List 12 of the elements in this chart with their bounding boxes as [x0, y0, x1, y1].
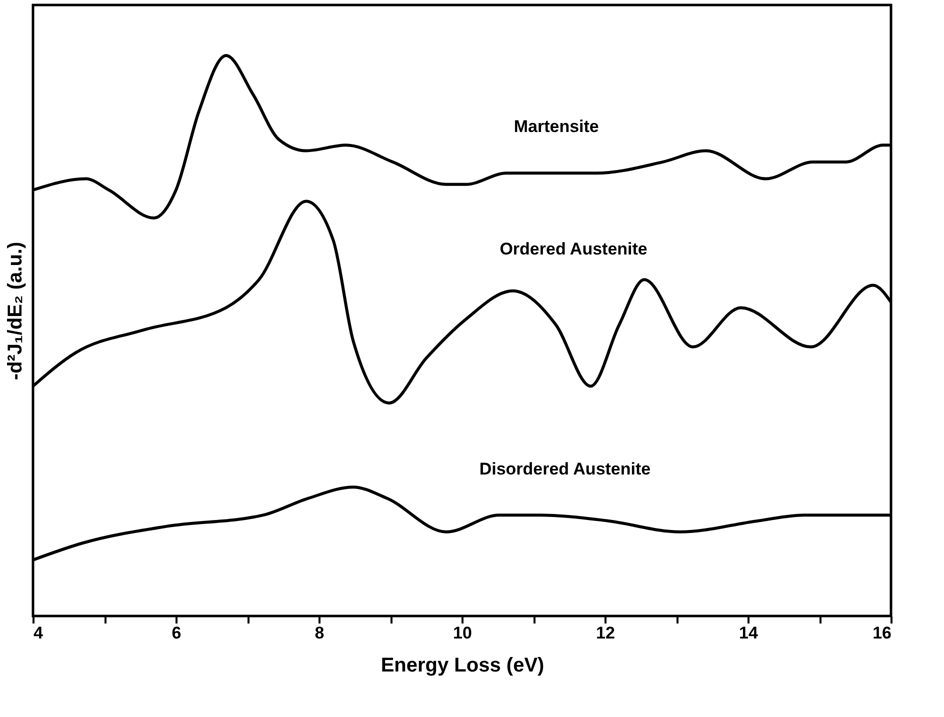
x-tick-label: 4	[34, 624, 44, 642]
series-label: Ordered Austenite	[500, 239, 648, 258]
x-tick-label: 12	[596, 624, 615, 642]
text: Martensite	[514, 117, 599, 136]
x-tick-label: 14	[739, 624, 758, 642]
text: Disordered Austenite	[479, 459, 651, 478]
x-tick-label: 8	[314, 624, 324, 642]
x-tick-label: 10	[453, 624, 472, 642]
x-tick-label: 6	[172, 624, 182, 642]
y-axis-title: -d²J₁/dE₂ (a.u.)	[4, 242, 26, 380]
x-axis-title: Energy Loss (eV)	[380, 654, 544, 676]
x-tick-label: 16	[872, 624, 892, 642]
